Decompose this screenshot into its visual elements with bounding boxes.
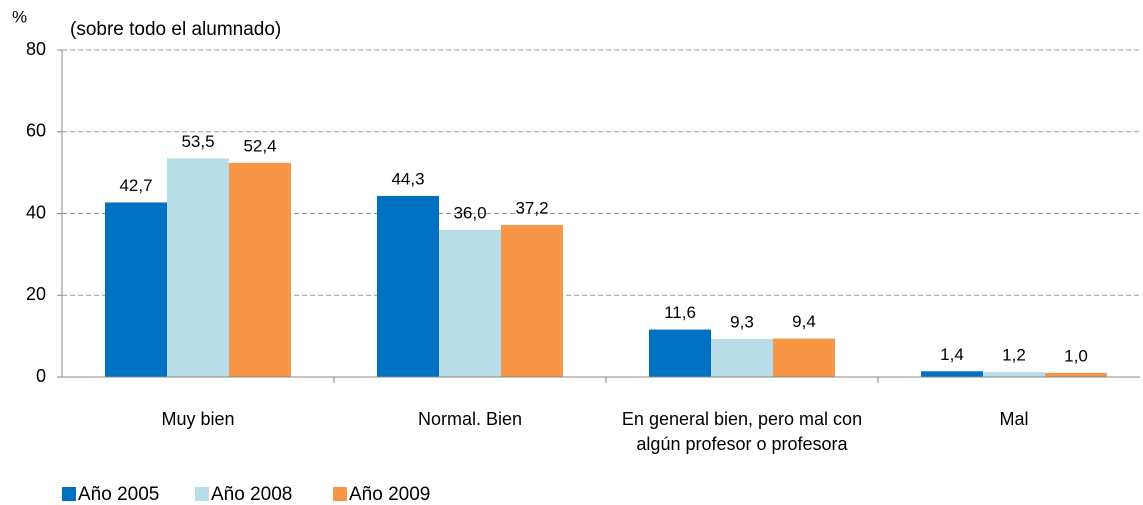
legend-label: Año 2008	[211, 484, 292, 505]
bar	[501, 224, 563, 377]
data-label: 11,6	[664, 303, 696, 322]
legend-swatch	[195, 487, 209, 501]
bar	[229, 162, 291, 377]
data-label: 9,4	[792, 312, 816, 331]
y-tick-label: 20	[26, 284, 46, 304]
y-tick-label: 80	[26, 39, 46, 59]
bar	[1045, 372, 1107, 377]
subtitle: (sobre todo el alumnado)	[70, 19, 281, 40]
data-label: 1,4	[940, 345, 964, 364]
data-label: 36,0	[453, 203, 486, 222]
data-label: 52,4	[243, 136, 276, 155]
x-tick-label: Normal. Bien	[417, 409, 523, 429]
x-tick-label: Mal	[999, 409, 1029, 429]
x-tick-label: Muy bien	[161, 409, 235, 429]
data-label: 53,5	[181, 132, 214, 151]
legend-label: Año 2005	[78, 484, 159, 505]
bar	[377, 195, 439, 377]
y-tick-label: 40	[26, 202, 46, 222]
data-label: 44,3	[391, 169, 424, 188]
legend-label: Año 2009	[349, 484, 430, 505]
y-tick-label: 0	[36, 366, 46, 386]
y-tick-label: 60	[26, 121, 46, 141]
bar	[921, 371, 983, 377]
bar	[983, 372, 1045, 377]
data-label: 37,2	[515, 198, 548, 217]
bar	[439, 229, 501, 377]
bar	[649, 329, 711, 377]
data-label: 42,7	[119, 176, 152, 195]
legend-swatch	[333, 487, 347, 501]
x-tick-label: En general bien, pero mal con algún prof…	[621, 409, 863, 454]
data-label: 1,0	[1064, 346, 1088, 365]
legend-swatch	[62, 487, 76, 501]
bar	[773, 338, 835, 377]
bar	[105, 202, 167, 377]
data-label: 9,3	[730, 312, 754, 331]
bar	[167, 158, 229, 377]
y-axis-label: %	[12, 7, 27, 26]
bar	[711, 338, 773, 377]
data-label: 1,2	[1002, 346, 1026, 365]
